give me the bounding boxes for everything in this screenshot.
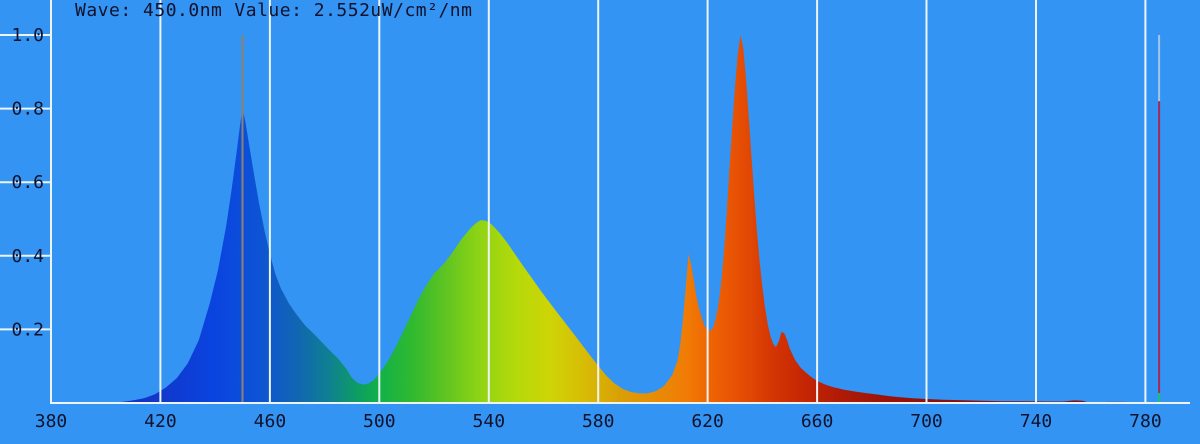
y-tick-label: 0.6 [11, 172, 44, 193]
x-tick-label: 420 [144, 411, 177, 432]
x-tick-label: 780 [1129, 411, 1162, 432]
spectrum-area [51, 35, 1162, 403]
cursor-readout: Wave: 450.0nm Value: 2.552uW/cm²/nm [75, 1, 472, 21]
y-tick-label: 0.8 [11, 99, 44, 120]
y-tick-label: 0.4 [11, 246, 44, 267]
x-tick-label: 620 [691, 411, 724, 432]
value-readout: Value: 2.552uW/cm²/nm [234, 0, 473, 21]
x-tick-label: 740 [1020, 411, 1053, 432]
x-tick-label: 660 [801, 411, 834, 432]
x-tick-label: 500 [363, 411, 396, 432]
x-tick-label: 380 [35, 411, 68, 432]
x-tick-label: 540 [473, 411, 506, 432]
y-tick-label: 1.0 [11, 25, 44, 46]
y-tick-label: 0.2 [11, 319, 44, 340]
x-tick-label: 700 [910, 411, 943, 432]
x-tick-label: 460 [254, 411, 287, 432]
x-tick-label: 580 [582, 411, 615, 432]
wave-readout: Wave: 450.0nm [75, 0, 223, 21]
